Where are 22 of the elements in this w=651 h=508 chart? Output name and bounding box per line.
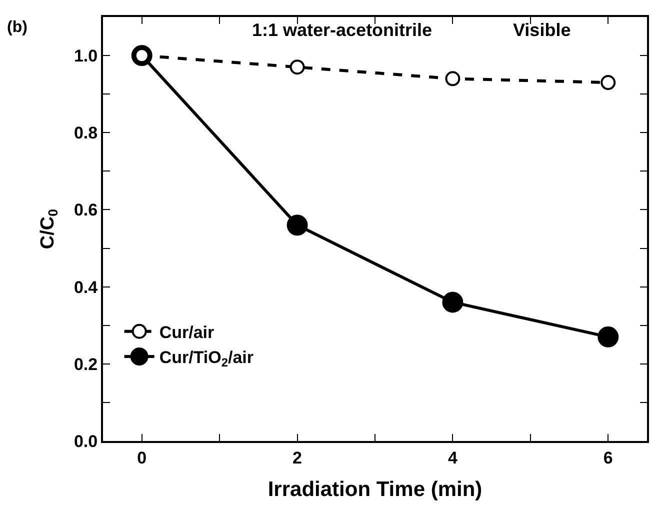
point xyxy=(600,75,616,90)
legend-label: Cur/air xyxy=(159,322,214,342)
text: (b) xyxy=(7,19,28,36)
point xyxy=(445,71,460,86)
y-tick-label: 0.4 xyxy=(74,278,98,297)
x-tick-label: 0 xyxy=(137,448,147,468)
x-tick-label: 2 xyxy=(292,448,302,468)
point xyxy=(598,326,619,348)
legend-label: Cur/TiO$_{2}$/air xyxy=(159,348,254,370)
text: 1.0 xyxy=(74,46,98,66)
y-tick-label: 0.8 xyxy=(74,124,98,143)
y-tick-label: 0.6 xyxy=(74,200,98,220)
point xyxy=(286,214,308,236)
point xyxy=(290,60,305,75)
x-tick-label: 4 xyxy=(448,448,458,468)
annotation: Visible xyxy=(513,20,571,40)
point xyxy=(442,292,464,313)
y-tick-label: 0.2 xyxy=(74,354,98,374)
x-axis-title: Irradiation Time (min) xyxy=(268,478,482,502)
annotation: 1:1 water-acetonitrile xyxy=(252,20,432,40)
x-tick-label: 6 xyxy=(603,448,613,468)
text: 0.0 xyxy=(74,432,98,451)
